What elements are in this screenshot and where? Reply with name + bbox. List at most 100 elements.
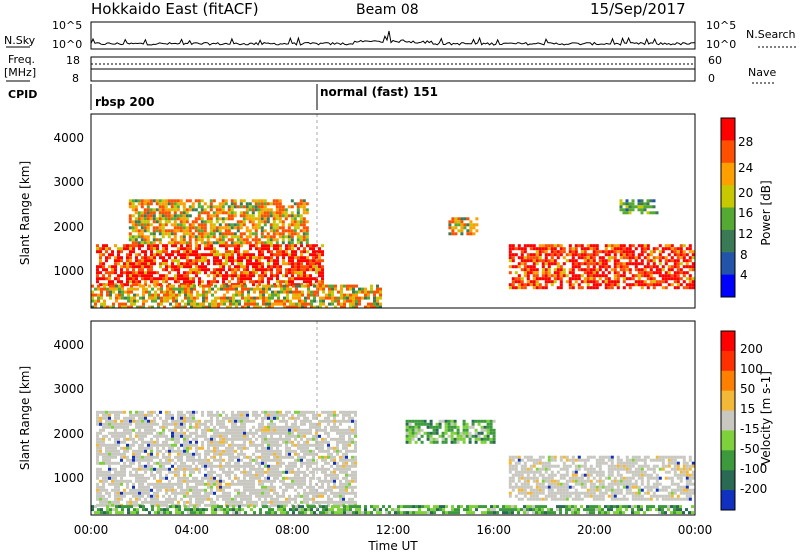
heatmap-cell-4 bbox=[592, 271, 596, 275]
heatmap-cell-2 bbox=[349, 293, 352, 297]
heatmap-cell-4 bbox=[676, 280, 680, 284]
heatmap-cell-2 bbox=[109, 284, 112, 288]
heatmap-cell-4 bbox=[538, 253, 542, 257]
heatmap-cell-0 bbox=[249, 500, 252, 504]
heatmap-cell-4 bbox=[670, 268, 674, 272]
heatmap-cell-0 bbox=[180, 422, 183, 426]
heatmap-cell-2 bbox=[229, 302, 232, 306]
heatmap-cell-0 bbox=[294, 470, 297, 474]
heatmap-cell-0 bbox=[213, 425, 216, 429]
heatmap-cell-1 bbox=[468, 434, 472, 438]
heatmap-cell-0 bbox=[129, 464, 132, 468]
heatmap-cell-0 bbox=[243, 431, 246, 435]
heatmap-cell-0 bbox=[105, 250, 108, 254]
heatmap-cell-4 bbox=[652, 256, 656, 260]
heatmap-cell-0 bbox=[231, 259, 234, 263]
heatmap-cell-2 bbox=[286, 299, 289, 303]
heatmap-cell-0 bbox=[234, 473, 237, 477]
heatmap-cell-0 bbox=[111, 250, 114, 254]
heatmap-cell-5 bbox=[625, 205, 629, 209]
heatmap-cell-4 bbox=[616, 247, 620, 251]
heatmap-cell-0 bbox=[279, 479, 282, 483]
heatmap-cell-2 bbox=[238, 302, 241, 306]
heatmap-cell-0 bbox=[288, 470, 291, 474]
heatmap-cell-2 bbox=[316, 290, 319, 294]
heatmap-cell-4 bbox=[553, 244, 557, 248]
heatmap-cell-0 bbox=[270, 452, 273, 456]
heatmap-cell-1 bbox=[179, 220, 183, 224]
heatmap-cell-4 bbox=[520, 268, 524, 272]
heatmap-cell-0 bbox=[204, 259, 207, 263]
heatmap-cell-0 bbox=[237, 488, 240, 492]
heatmap-cell-4 bbox=[688, 277, 692, 281]
heatmap-cell-4 bbox=[637, 274, 641, 278]
heatmap-cell-1 bbox=[414, 425, 418, 429]
heatmap-cell-0 bbox=[324, 476, 327, 480]
heatmap-cell-4 bbox=[589, 268, 593, 272]
heatmap-cell-0 bbox=[270, 467, 273, 471]
heatmap-cell-0 bbox=[126, 280, 129, 284]
heatmap-cell-2 bbox=[169, 284, 172, 288]
heatmap-cell-4 bbox=[523, 286, 527, 290]
heatmap-cell-0 bbox=[249, 461, 252, 465]
heatmap-cell-0 bbox=[228, 244, 231, 248]
heatmap-cell-0 bbox=[96, 452, 99, 456]
heatmap-cell-1 bbox=[224, 235, 228, 239]
heatmap-cell-0 bbox=[177, 437, 180, 441]
heatmap-cell-1 bbox=[435, 422, 439, 426]
heatmap-cell-4 bbox=[601, 271, 605, 275]
heatmap-cell-1 bbox=[173, 229, 177, 233]
heatmap-cell-0 bbox=[348, 428, 351, 432]
heatmap-cell-1 bbox=[417, 428, 421, 432]
heatmap-cell-1 bbox=[287, 205, 291, 209]
heatmap-cell-0 bbox=[96, 265, 99, 269]
heatmap-cell-4 bbox=[556, 277, 560, 281]
heatmap-cell-1 bbox=[296, 241, 300, 245]
heatmap-cell-0 bbox=[303, 259, 306, 263]
heatmap-cell-0 bbox=[102, 452, 105, 456]
heatmap-cell-0 bbox=[165, 461, 168, 465]
heatmap-cell-1 bbox=[230, 214, 234, 218]
heatmap-cell-0 bbox=[144, 416, 147, 420]
heatmap-cell-0 bbox=[99, 461, 102, 465]
heatmap-cell-0 bbox=[246, 497, 249, 501]
heatmap-cell-0 bbox=[120, 256, 123, 260]
heatmap-cell-0 bbox=[138, 422, 141, 426]
heatmap-cell-2 bbox=[211, 287, 214, 291]
heatmap-cell-2 bbox=[187, 296, 190, 300]
heatmap-cell-2 bbox=[142, 296, 145, 300]
heatmap-cell-0 bbox=[210, 440, 213, 444]
heatmap-cell-1 bbox=[179, 229, 183, 233]
heatmap-cell-2 bbox=[274, 302, 277, 306]
heatmap-cell-0 bbox=[174, 422, 177, 426]
heatmap-cell-0 bbox=[285, 476, 288, 480]
heatmap-cell-0 bbox=[189, 494, 192, 498]
heatmap-cell-0 bbox=[348, 473, 351, 477]
heatmap-cell-0 bbox=[99, 262, 102, 266]
heatmap-cell-2 bbox=[163, 296, 166, 300]
heatmap-cell-2 bbox=[295, 296, 298, 300]
heatmap-cell-0 bbox=[300, 259, 303, 263]
heatmap-cell-4 bbox=[520, 286, 524, 290]
heatmap-cell-0 bbox=[240, 425, 243, 429]
heatmap-cell-2 bbox=[148, 284, 151, 288]
heatmap-cell-0 bbox=[96, 503, 99, 507]
heatmap-cell-0 bbox=[255, 271, 258, 275]
heatmap-cell-1 bbox=[128, 226, 132, 230]
heatmap-cell-4 bbox=[652, 286, 656, 290]
heatmap-cell-3 bbox=[475, 229, 479, 233]
heatmap-cell-0 bbox=[339, 491, 342, 495]
heatmap-cell-1 bbox=[272, 235, 276, 239]
heatmap-cell-0 bbox=[300, 434, 303, 438]
heatmap-cell-2 bbox=[103, 305, 106, 308]
heatmap-cell-0 bbox=[195, 488, 198, 492]
heatmap-cell-1 bbox=[435, 440, 439, 444]
heatmap-cell-0 bbox=[309, 458, 312, 462]
heatmap-cell-1 bbox=[233, 223, 237, 227]
heatmap-cell-0 bbox=[207, 470, 210, 474]
heatmap-cell-2 bbox=[328, 296, 331, 300]
heatmap-cell-2 bbox=[124, 302, 127, 306]
heatmap-cell-2 bbox=[301, 299, 304, 303]
heatmap-cell-0 bbox=[114, 491, 117, 495]
heatmap-cell-0 bbox=[273, 473, 276, 477]
